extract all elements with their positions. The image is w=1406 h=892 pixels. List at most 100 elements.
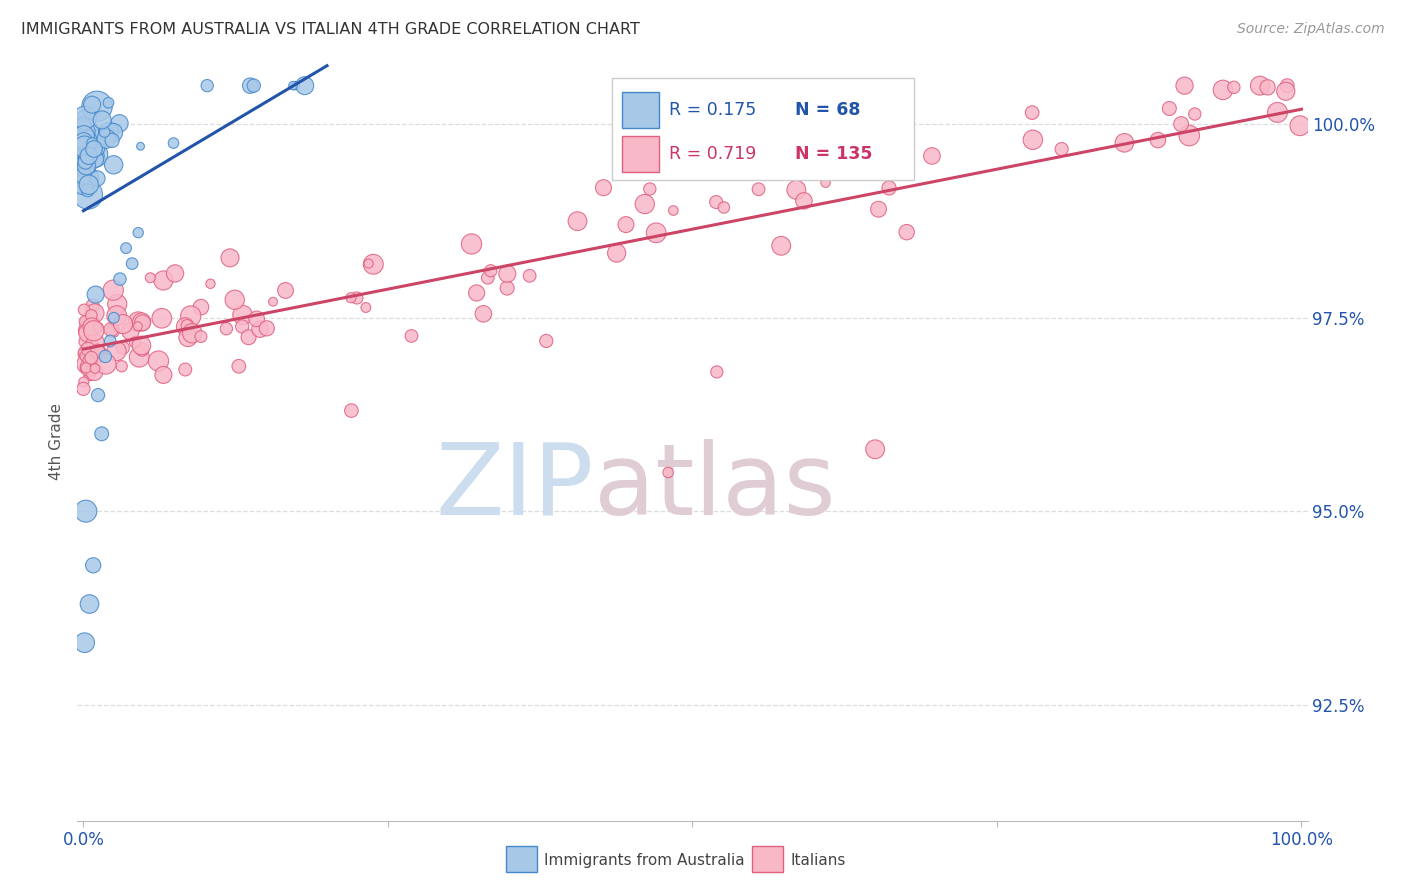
Point xyxy=(662,203,685,218)
Point xyxy=(606,246,628,260)
Point xyxy=(150,311,173,326)
Point xyxy=(76,183,98,197)
Point xyxy=(814,176,837,190)
Point xyxy=(80,319,103,334)
Point xyxy=(73,636,96,650)
Point xyxy=(152,273,174,287)
Point xyxy=(1184,107,1206,121)
Point xyxy=(354,301,377,315)
Point xyxy=(477,270,499,285)
Point xyxy=(231,308,253,322)
Point xyxy=(519,268,541,283)
Point xyxy=(73,375,96,389)
Point xyxy=(1050,142,1073,156)
Point xyxy=(634,197,657,211)
Text: N = 135: N = 135 xyxy=(794,145,872,163)
Point xyxy=(785,164,807,178)
Point xyxy=(77,353,100,368)
Point xyxy=(72,382,94,396)
Point xyxy=(87,142,110,156)
Point xyxy=(121,257,143,271)
Point xyxy=(83,142,105,156)
Point xyxy=(128,350,150,364)
Point xyxy=(657,466,679,480)
Point xyxy=(129,139,152,153)
FancyBboxPatch shape xyxy=(623,136,659,172)
Point xyxy=(82,136,104,150)
Point xyxy=(246,311,269,326)
Point xyxy=(103,126,125,140)
Text: N = 68: N = 68 xyxy=(794,101,860,120)
Point xyxy=(89,347,111,361)
Point xyxy=(84,361,107,376)
Point xyxy=(181,326,204,341)
Point xyxy=(190,329,212,343)
Point xyxy=(713,201,735,215)
Point xyxy=(262,294,284,309)
Point xyxy=(176,318,198,333)
Point xyxy=(72,153,94,168)
Point xyxy=(77,149,100,163)
Point xyxy=(284,78,307,93)
Point xyxy=(200,277,222,291)
Point xyxy=(72,146,94,161)
Point xyxy=(1223,80,1246,95)
Point xyxy=(80,335,103,350)
Point xyxy=(243,78,266,93)
Point xyxy=(73,302,96,317)
Point xyxy=(84,335,107,350)
Point xyxy=(96,132,118,146)
Point xyxy=(139,270,162,285)
Point xyxy=(80,309,103,323)
Text: IMMIGRANTS FROM AUSTRALIA VS ITALIAN 4TH GRADE CORRELATION CHART: IMMIGRANTS FROM AUSTRALIA VS ITALIAN 4TH… xyxy=(21,22,640,37)
Point xyxy=(84,153,107,167)
Text: Italians: Italians xyxy=(790,854,845,868)
Point xyxy=(120,324,142,338)
Point xyxy=(231,319,253,334)
Text: atlas: atlas xyxy=(595,439,835,535)
Point xyxy=(83,365,105,379)
Point xyxy=(294,78,316,93)
Point xyxy=(228,359,250,374)
FancyBboxPatch shape xyxy=(623,92,659,128)
Point xyxy=(72,178,94,192)
Point xyxy=(73,175,96,189)
Point xyxy=(103,158,125,172)
Point xyxy=(72,143,94,157)
Point xyxy=(108,272,131,286)
Point xyxy=(86,344,108,359)
Point xyxy=(1257,80,1279,95)
Point xyxy=(465,285,488,300)
Point xyxy=(346,291,368,305)
Point xyxy=(115,241,138,255)
Point xyxy=(536,334,558,348)
Point xyxy=(340,403,363,417)
Text: ZIP: ZIP xyxy=(436,439,595,535)
Point xyxy=(97,95,120,110)
Point xyxy=(75,349,97,363)
Point xyxy=(1114,136,1136,150)
Point xyxy=(94,350,117,364)
Point xyxy=(124,335,146,350)
Point xyxy=(496,267,519,281)
Point xyxy=(180,309,202,323)
Point xyxy=(77,326,100,340)
Point xyxy=(770,239,793,253)
Text: R = 0.719: R = 0.719 xyxy=(669,145,756,163)
Point xyxy=(274,284,297,298)
Point xyxy=(111,359,134,374)
Point xyxy=(1147,133,1170,147)
Point xyxy=(75,315,97,329)
Point xyxy=(77,342,100,356)
Point xyxy=(127,319,149,334)
Point xyxy=(82,136,104,151)
Point xyxy=(72,125,94,139)
Point xyxy=(75,316,97,330)
Point xyxy=(127,315,149,329)
Point xyxy=(496,281,519,295)
Point xyxy=(195,78,218,93)
Point xyxy=(73,111,96,125)
Point xyxy=(131,338,153,352)
Text: Source: ZipAtlas.com: Source: ZipAtlas.com xyxy=(1237,22,1385,37)
Point xyxy=(479,264,502,278)
